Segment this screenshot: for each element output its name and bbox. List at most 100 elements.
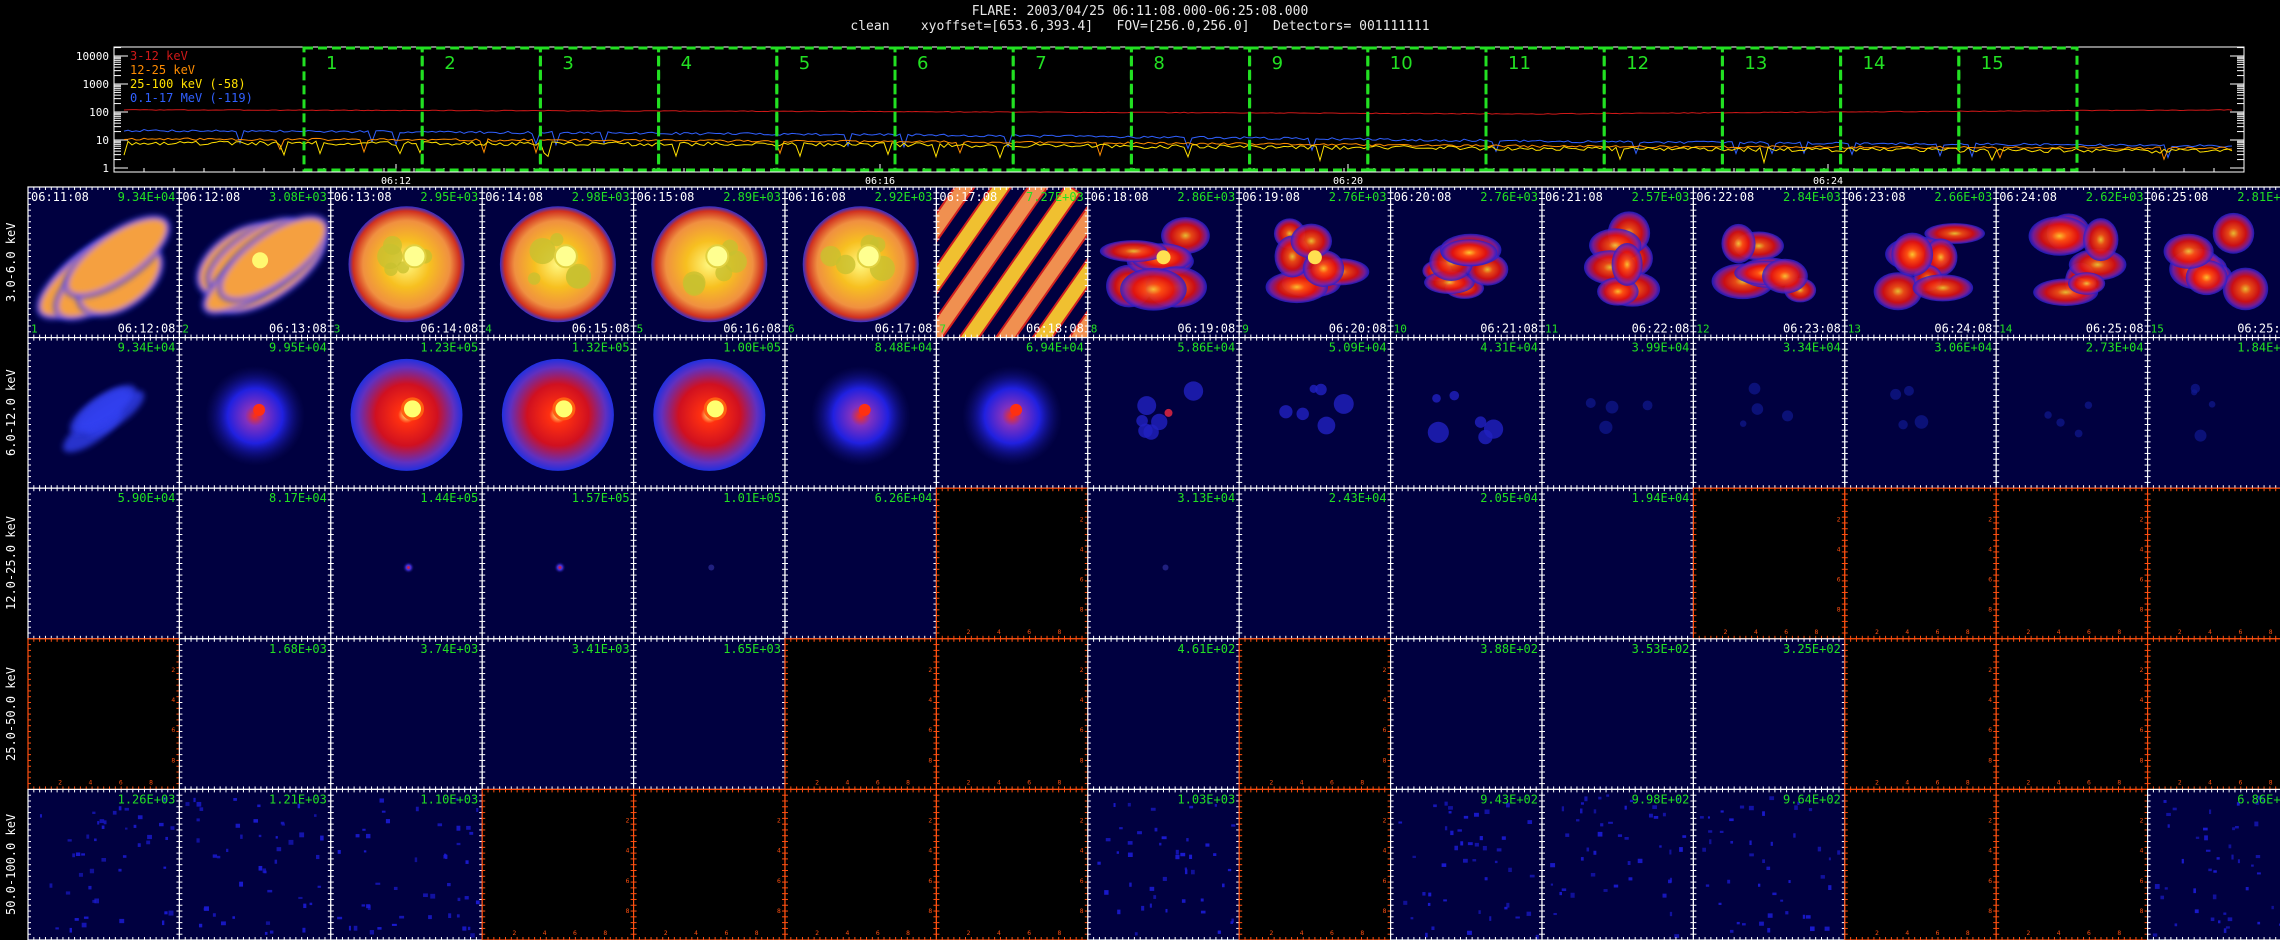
- svg-text:4: 4: [1754, 629, 1758, 636]
- peak-value: 3.74E+03: [420, 642, 478, 656]
- peak-value: 8.17E+04: [269, 491, 327, 505]
- time-interval-box: [1839, 46, 1961, 172]
- image-cell: 2.81E+03 06:25:08 06:25:52 15: [2147, 186, 2280, 339]
- interval-index: 10: [1394, 323, 1407, 336]
- image-cell: 3.53E+02: [1541, 638, 1694, 790]
- peak-value: 5.90E+04: [118, 491, 176, 505]
- image-cell: 3.06E+04: [1844, 337, 1997, 489]
- end-time: 06:19:08: [1177, 322, 1235, 336]
- image-cell: 2.95E+03 06:13:08 06:14:08 3: [330, 186, 483, 339]
- image-cell: 5.90E+04: [27, 487, 180, 640]
- legend-entry: 12-25 keV: [130, 63, 195, 77]
- energy-band-label: 50.0-100.0 keV: [4, 813, 18, 916]
- interval-number: 9: [1272, 53, 1283, 74]
- image-cell: 8.17E+04: [178, 487, 332, 640]
- end-time: 06:12:08: [118, 322, 176, 336]
- peak-value: 1.00E+05: [723, 341, 781, 355]
- peak-value: 3.99E+04: [1632, 341, 1690, 355]
- peak-value: 6.94E+04: [1026, 341, 1084, 355]
- image-cell: 2.92E+03 06:16:08 06:17:08 6: [784, 186, 937, 339]
- start-time: 06:17:08: [939, 190, 997, 204]
- peak-value: 5.86E+04: [1177, 341, 1235, 355]
- time-interval-box: [657, 46, 779, 172]
- image-cell: 5.09E+04: [1238, 337, 1392, 489]
- y-tick-label: 100: [89, 106, 109, 119]
- start-time: 06:22:08: [1696, 190, 1754, 204]
- image-cell: 9.34E+04: [27, 337, 180, 489]
- image-cell: 4.61E+02: [1087, 638, 1240, 790]
- image-cell: 1.23E+05: [330, 337, 483, 489]
- energy-band-label: 6.0-12.0 keV: [4, 369, 18, 457]
- start-time: 06:15:08: [637, 190, 695, 204]
- peak-value: 1.26E+03: [118, 792, 176, 806]
- image-cell: 2.62E+03 06:24:08 06:25:08 14: [1995, 186, 2149, 339]
- image-cell: 3.74E+03: [330, 638, 483, 790]
- peak-value: 4.31E+04: [1480, 341, 1538, 355]
- peak-value: 2.98E+03: [572, 190, 630, 204]
- end-time: 06:24:08: [1934, 322, 1992, 336]
- peak-value: 5.09E+04: [1329, 341, 1387, 355]
- end-time: 06:25:52: [2237, 322, 2280, 336]
- image-cell: 4.31E+04: [1389, 337, 1543, 489]
- image-cell: 2.76E+03 06:19:08 06:20:08 9: [1238, 186, 1392, 339]
- interval-index: 13: [1848, 323, 1861, 336]
- interval-index: 7: [939, 323, 946, 336]
- start-time: 06:14:08: [485, 190, 543, 204]
- interval-index: 15: [2151, 323, 2164, 336]
- svg-text:2: 2: [967, 629, 971, 636]
- image-cell: 1.57E+05: [481, 487, 635, 640]
- time-interval-box: [1248, 46, 1370, 172]
- peak-value: 9.34E+04: [118, 341, 176, 355]
- end-time: 06:17:08: [875, 322, 933, 336]
- interval-number: 3: [562, 53, 573, 74]
- svg-text:6: 6: [1027, 629, 1031, 636]
- interval-number: 2: [444, 53, 455, 74]
- image-cell: 3.13E+04: [1087, 487, 1240, 640]
- svg-text:8: 8: [1058, 629, 1062, 636]
- legend-entry: 25-100 keV (-58): [130, 77, 246, 91]
- svg-text:4: 4: [1837, 546, 1841, 553]
- interval-index: 8: [1091, 323, 1098, 336]
- interval-number: 8: [1153, 53, 1164, 74]
- time-interval-box: [775, 46, 897, 172]
- end-time: 06:21:08: [1480, 322, 1538, 336]
- peak-value: 1.10E+03: [420, 792, 478, 806]
- peak-value: 3.88E+02: [1480, 642, 1538, 656]
- interval-index: 2: [182, 323, 189, 336]
- peak-value: 2.73E+04: [2086, 341, 2144, 355]
- image-cell: 2.89E+03 06:15:08 06:16:08 5: [632, 186, 786, 339]
- peak-value: 1.23E+05: [420, 341, 478, 355]
- svg-text:2: 2: [1837, 516, 1841, 523]
- peak-value: 4.61E+02: [1177, 642, 1235, 656]
- y-tick-label: 1000: [83, 78, 110, 91]
- interval-number: 11: [1508, 53, 1531, 74]
- time-interval-box: [420, 46, 542, 172]
- interval-number: 10: [1390, 53, 1413, 74]
- image-cell: 2.98E+03 06:14:08 06:15:08 4: [481, 186, 635, 339]
- image-cell: 3.99E+04: [1541, 337, 1694, 489]
- interval-number: 7: [1035, 53, 1046, 74]
- image-cell: 2.76E+03 06:20:08 06:21:08 10: [1389, 186, 1543, 339]
- interval-index: 6: [788, 323, 795, 336]
- energy-band-label: 12.0-25.0 keV: [4, 516, 18, 611]
- svg-text:4: 4: [997, 629, 1001, 636]
- time-interval-box: [1957, 46, 2079, 172]
- image-cell: 1.26E+03: [27, 788, 180, 940]
- end-time: 06:14:08: [420, 322, 478, 336]
- peak-value: 9.43E+02: [1480, 792, 1538, 806]
- peak-value: 2.86E+03: [1177, 190, 1235, 204]
- image-cell: 9.98E+02: [1541, 788, 1694, 940]
- peak-value: 9.95E+04: [269, 341, 327, 355]
- image-cell: 1.94E+04: [1541, 487, 1694, 640]
- image-cell: 9.43E+02: [1389, 788, 1543, 940]
- start-time: 06:21:08: [1545, 190, 1603, 204]
- interval-number: 6: [917, 53, 928, 74]
- interval-index: 12: [1696, 323, 1709, 336]
